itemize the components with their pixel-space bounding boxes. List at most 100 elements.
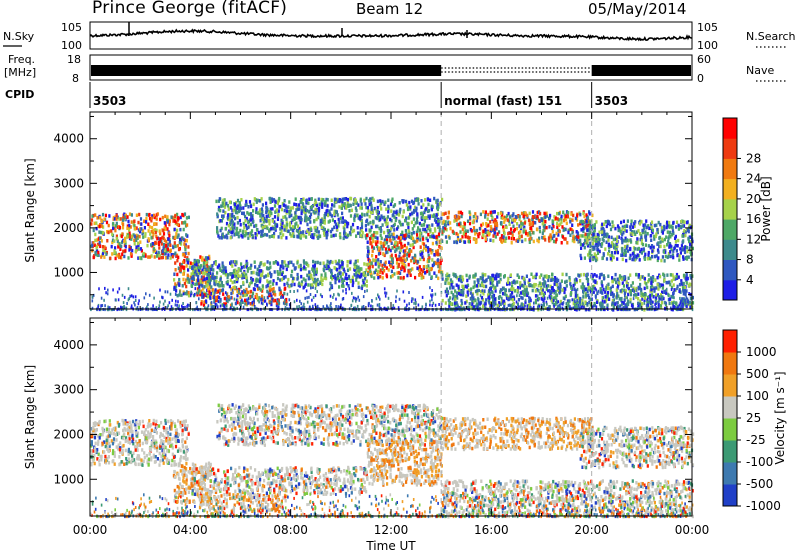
echo-cell [103, 217, 106, 221]
echo-cell [554, 276, 557, 280]
echo-cell [272, 286, 275, 291]
echo-cell [402, 275, 405, 280]
echo-cell [313, 280, 316, 284]
echo-cell [282, 215, 285, 220]
echo-cell [383, 230, 386, 235]
echo-cell [168, 231, 171, 235]
echo-cell [563, 218, 566, 223]
echo-cell [370, 225, 373, 230]
echo-cell [308, 270, 311, 274]
echo-cell [304, 216, 307, 220]
echo-cell [424, 216, 427, 220]
echo-cell [668, 220, 671, 225]
echo-cell [468, 306, 471, 310]
echo-cell [197, 278, 200, 282]
echo-cell [247, 297, 250, 301]
echo-cell [640, 251, 643, 255]
echo-cell [338, 220, 341, 224]
echo-cell [98, 230, 101, 234]
echo-cell [658, 236, 661, 240]
echo-cell [559, 222, 562, 226]
echo-cell [536, 287, 539, 292]
echo-cell [523, 228, 526, 232]
echo-cell [326, 198, 329, 202]
echo-cell [330, 234, 333, 238]
echo-cell [666, 223, 669, 228]
echo-cell [413, 255, 416, 260]
echo-cell [444, 220, 447, 224]
echo-cell [390, 218, 393, 223]
echo-cell [679, 247, 682, 251]
echo-cell [688, 239, 691, 244]
echo-cell [177, 247, 181, 252]
echo-cell [640, 287, 643, 291]
echo-cell [389, 264, 393, 269]
echo-cell [364, 277, 367, 281]
echo-cell [351, 283, 354, 288]
echo-cell [469, 291, 472, 295]
echo-cell [257, 230, 260, 235]
echo-cell [682, 299, 685, 303]
echo-cell [665, 280, 668, 285]
echo-cell [557, 286, 560, 290]
echo-cell [373, 206, 376, 211]
echo-cell [191, 280, 194, 284]
echo-cell [627, 276, 630, 280]
echo-cell [678, 258, 681, 262]
echo-cell [277, 209, 280, 213]
echo-cell [256, 211, 259, 215]
echo-cell [164, 214, 167, 219]
echo-cell [656, 275, 659, 280]
echo-cell [203, 265, 206, 269]
echo-cell [436, 207, 439, 212]
echo-cell [494, 218, 497, 222]
echo-cell [579, 221, 582, 226]
echo-cell [515, 215, 518, 219]
echo-cell [518, 294, 521, 298]
echo-cell [572, 283, 575, 288]
echo-cell [480, 281, 484, 285]
echo-cell [627, 292, 630, 297]
echo-cell [612, 293, 615, 297]
echo-cell [363, 262, 366, 266]
echo-cell [172, 235, 175, 240]
echo-cell [102, 225, 105, 229]
echo-cell [229, 303, 233, 308]
echo-cell [674, 240, 677, 244]
echo-cell [393, 244, 396, 249]
echo-cell [385, 238, 388, 242]
echo-cell [527, 218, 531, 222]
echo-cell [410, 199, 414, 204]
echo-cell [580, 285, 583, 289]
echo-cell [277, 235, 280, 239]
echo-cell [355, 275, 358, 279]
echo-cell [255, 277, 258, 282]
echo-cell [186, 256, 189, 260]
echo-cell [455, 283, 458, 287]
echo-cell [500, 235, 504, 240]
echo-cell [254, 283, 257, 287]
echo-cell [422, 203, 425, 207]
echo-cell [95, 221, 98, 225]
echo-cell [518, 235, 521, 239]
echo-cell [433, 271, 436, 275]
echo-cell [392, 210, 396, 214]
echo-cell [337, 199, 340, 203]
echo-cell [369, 237, 372, 241]
echo-cell [270, 302, 273, 307]
echo-cell [427, 259, 431, 263]
echo-cell [258, 264, 261, 269]
echo-cell [411, 267, 414, 271]
echo-cell [334, 273, 337, 278]
echo-cell [198, 271, 201, 275]
echo-cell [341, 216, 344, 220]
echo-cell [482, 233, 485, 238]
echo-cell [672, 283, 675, 287]
echo-cell [288, 303, 291, 307]
echo-cell [606, 219, 610, 224]
echo-cell [581, 282, 584, 286]
echo-cell [397, 246, 400, 250]
echo-cell [385, 250, 388, 255]
echo-cell [682, 286, 685, 290]
echo-cell [226, 279, 229, 284]
